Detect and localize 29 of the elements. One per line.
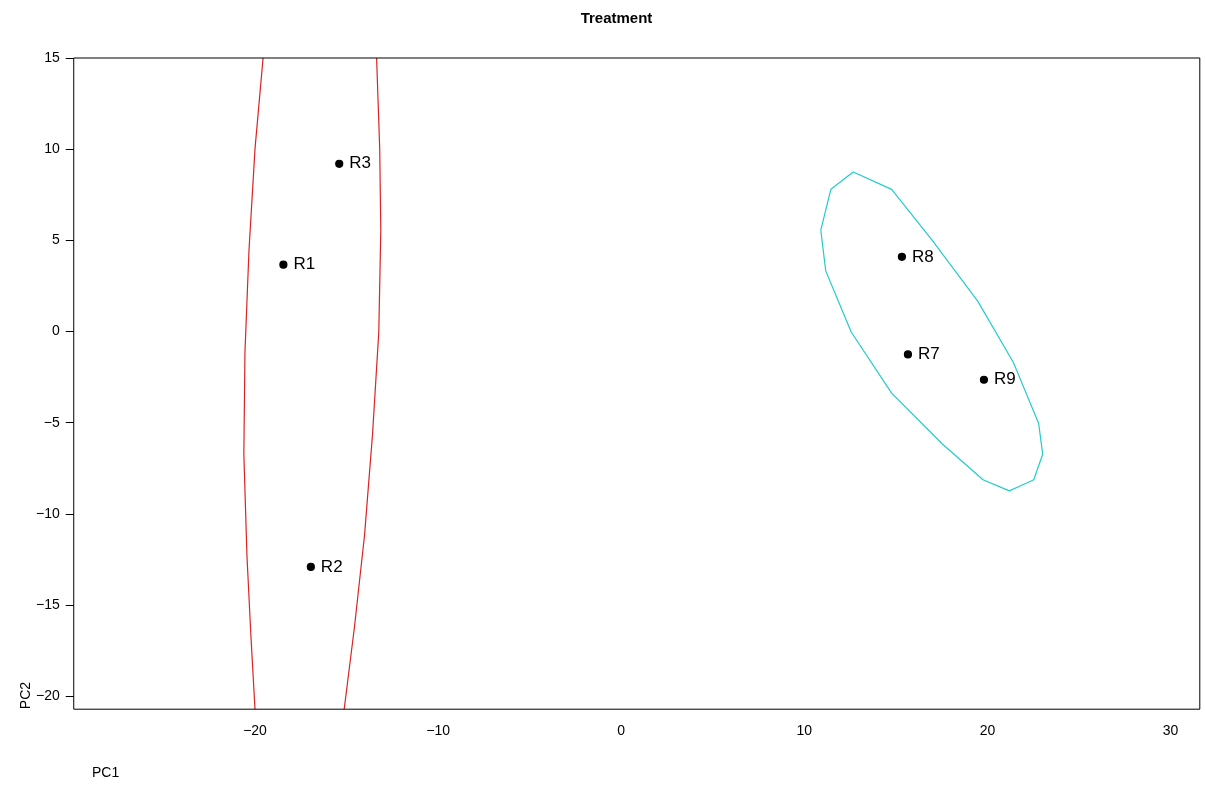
- y-axis-title: PC2: [16, 681, 33, 710]
- x-tick-label: 20: [979, 722, 996, 739]
- annotation: R3: [349, 153, 371, 173]
- annotation: R7: [917, 344, 940, 364]
- x-tick-label: 10: [796, 722, 813, 739]
- y-tick-label: −15: [36, 596, 60, 613]
- annotation: R2: [320, 556, 343, 576]
- chart-title: Treatment: [580, 9, 653, 27]
- y-tick-label: −20: [36, 687, 60, 704]
- y-tick-label: 0: [51, 322, 60, 339]
- y-tick-label: 5: [51, 231, 60, 248]
- y-tick-label: −10: [36, 504, 60, 521]
- y-tick-label: 15: [44, 48, 60, 65]
- point: [979, 375, 989, 384]
- point: [335, 159, 344, 168]
- x-tick-label: 30: [1162, 722, 1179, 739]
- point: [306, 562, 315, 572]
- point: [897, 252, 906, 261]
- annotation: R9: [993, 369, 1016, 389]
- x-tick-label: 0: [617, 722, 626, 739]
- point: [903, 350, 913, 359]
- x-axis-title: PC1: [92, 763, 120, 780]
- y-tick-label: −5: [43, 413, 60, 430]
- y-tick-label: 10: [44, 140, 60, 157]
- point: [279, 260, 288, 269]
- x-tick-label: −20: [243, 722, 268, 739]
- annotation: R8: [911, 246, 934, 266]
- annotation: R1: [293, 254, 316, 274]
- x-tick-label: −10: [426, 722, 451, 739]
